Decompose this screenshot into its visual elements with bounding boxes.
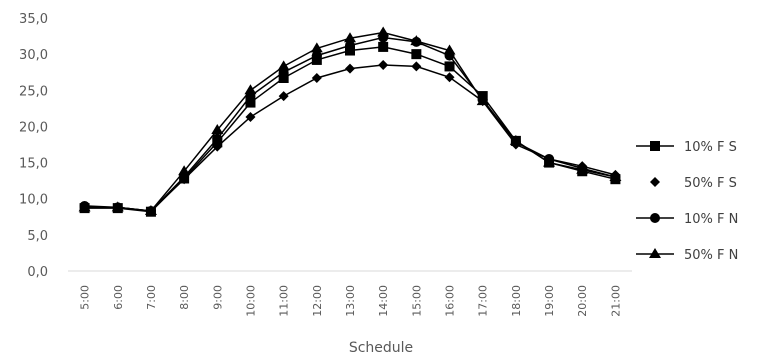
x-tick-label: 14:00	[377, 285, 390, 317]
data-point-series-4	[344, 32, 356, 43]
legend: 10% F S 50% F S 10% F N 50% F N	[636, 140, 738, 263]
y-axis-ticks: 0,0 5,0 10,0 15,0 20,0 25,0 30,0 35,0	[19, 12, 48, 280]
data-point-series-4	[211, 124, 224, 135]
data-point-series-4	[144, 205, 157, 216]
x-tick-label: 12:00	[311, 285, 324, 317]
x-tick-label: 5:00	[79, 285, 92, 310]
data-point-series-4	[178, 165, 191, 176]
data-point-series-4	[377, 26, 390, 37]
data-point-series-2	[245, 112, 256, 123]
series-lines	[84, 31, 616, 213]
x-tick-label: 10:00	[244, 285, 257, 317]
x-tick-label: 13:00	[344, 285, 357, 317]
data-point-series-1	[444, 61, 455, 72]
data-point-series-3	[212, 133, 223, 144]
y-tick-label: 25,0	[19, 84, 48, 99]
x-tick-label: 15:00	[410, 285, 423, 317]
data-point-series-4	[576, 163, 589, 174]
legend-marker	[650, 177, 660, 187]
y-tick-label: 35,0	[19, 12, 48, 27]
legend-label: 50% F S	[684, 176, 737, 191]
data-point-series-4	[244, 84, 257, 95]
data-point-series-2	[378, 59, 389, 70]
x-axis-ticks: 5:00 6:00 7:00 8:00 9:00 10:00 11:00 12:00 13:00…	[79, 285, 623, 317]
data-point-series-4	[443, 44, 456, 55]
series-line-3	[84, 36, 616, 212]
data-point-series-4	[543, 156, 556, 167]
data-point-series-4	[509, 134, 522, 145]
legend-marker	[649, 248, 661, 258]
x-tick-label: 7:00	[145, 285, 158, 310]
data-point-series-4	[277, 60, 290, 71]
data-point-series-1	[378, 41, 389, 52]
series-line-2	[84, 64, 616, 212]
data-point-series-1	[345, 45, 355, 56]
data-point-series-2	[411, 61, 422, 72]
y-tick-label: 5,0	[27, 229, 48, 244]
y-tick-label: 20,0	[19, 120, 48, 135]
data-point-series-4	[410, 35, 423, 46]
y-tick-label: 10,0	[19, 193, 48, 208]
data-point-series-3	[311, 50, 322, 61]
data-point-series-1	[411, 49, 422, 60]
x-tick-label: 6:00	[112, 285, 125, 310]
data-point-series-3	[345, 40, 355, 51]
y-tick-label: 0,0	[27, 265, 48, 280]
data-point-series-4	[78, 201, 91, 212]
x-tick-label: 8:00	[178, 285, 191, 310]
x-tick-label: 18:00	[510, 285, 523, 317]
data-point-series-4	[111, 201, 124, 212]
x-tick-label: 20:00	[576, 285, 589, 317]
data-point-series-2	[278, 91, 289, 102]
data-point-series-4	[609, 171, 622, 182]
legend-marker	[650, 141, 660, 151]
data-point-series-4	[476, 95, 489, 106]
legend-label: 10% F N	[684, 212, 738, 227]
data-point-series-2	[444, 72, 455, 83]
x-tick-label: 16:00	[444, 285, 457, 317]
x-axis-title: Schedule	[349, 340, 413, 356]
x-tick-label: 11:00	[278, 285, 291, 317]
x-tick-label: 19:00	[543, 285, 556, 317]
data-point-series-2	[345, 63, 355, 74]
legend-label: 50% F N	[684, 248, 738, 263]
data-point-series-2	[212, 141, 223, 152]
data-point-series-1	[278, 72, 289, 83]
x-tick-label: 21:00	[609, 285, 622, 317]
series-markers	[78, 26, 622, 217]
x-tick-label: 9:00	[211, 285, 224, 310]
data-point-series-1	[245, 97, 256, 108]
data-point-series-2	[311, 72, 322, 83]
series-line-4	[84, 31, 616, 212]
x-tick-label: 17:00	[477, 285, 490, 317]
legend-marker	[650, 213, 660, 223]
data-point-series-4	[310, 42, 323, 53]
y-tick-label: 15,0	[19, 157, 48, 172]
y-tick-label: 30,0	[19, 48, 48, 63]
legend-label: 10% F S	[684, 140, 737, 155]
